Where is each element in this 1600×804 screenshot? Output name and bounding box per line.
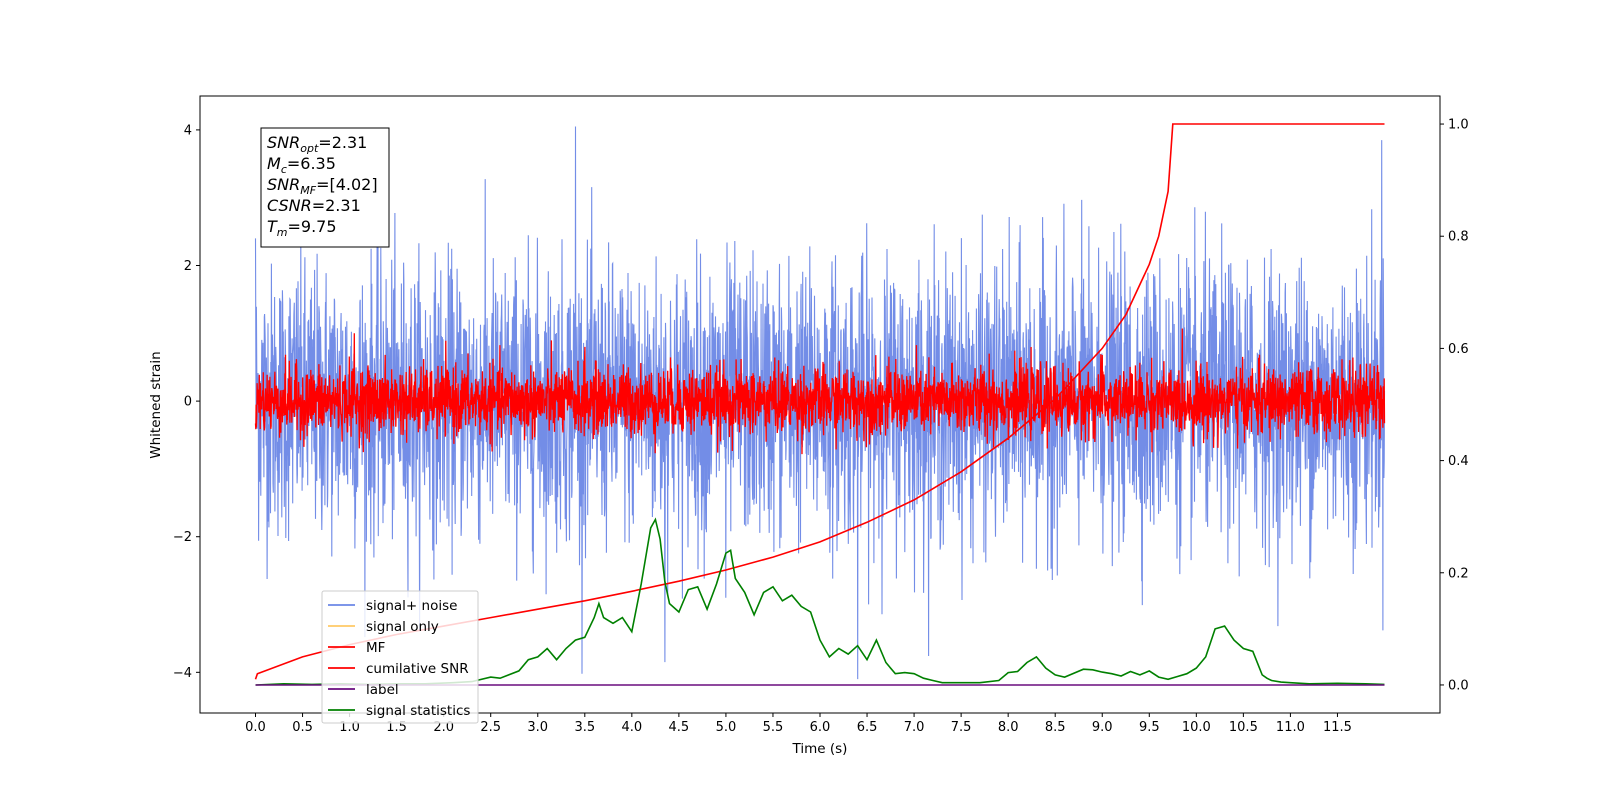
legend-frame [321, 590, 479, 724]
x-tick-label: 2.0 [433, 720, 454, 735]
y2-tick-label: 0.2 [1448, 566, 1469, 581]
y-tick-label: 0 [184, 395, 192, 410]
legend: signal+ noise signal only MF cumilative SNR… [321, 590, 479, 724]
y2-tick-label: 1.0 [1448, 118, 1469, 133]
legend-entry-label: cumilative SNR [366, 661, 469, 677]
info-line: Mc=6.35 [267, 154, 336, 176]
y-tick-label: 2 [184, 259, 192, 274]
legend-entry-label: MF [366, 640, 385, 656]
y-tick-label: 4 [184, 123, 192, 138]
legend-entry-label: signal+ noise [366, 598, 457, 614]
series-signal-statistics [255, 517, 1385, 686]
y2-tick-label: 0.8 [1448, 230, 1469, 245]
x-tick-label: 4.0 [621, 720, 642, 735]
legend-entry-label: signal statistics [366, 703, 470, 719]
x-tick-label: 11.5 [1323, 720, 1352, 735]
y-axis-label: Whitened strain [148, 351, 164, 458]
legend-entry-label: signal only [366, 619, 439, 635]
info-line: CSNR=2.31 [267, 196, 361, 215]
x-tick-label: 0.0 [245, 720, 266, 735]
y-tick-label: −2 [173, 530, 192, 545]
x-tick-label: 3.5 [574, 720, 595, 735]
x-tick-label: 3.0 [527, 720, 548, 735]
y2-tick-label: 0.0 [1448, 678, 1469, 693]
x-tick-label: 2.5 [480, 720, 501, 735]
x-tick-label: 0.5 [292, 720, 313, 735]
y2-tick-label: 0.6 [1448, 342, 1469, 357]
x-tick-label: 4.5 [669, 720, 690, 735]
x-tick-label: 6.5 [857, 720, 878, 735]
x-tick-label: 8.5 [1045, 720, 1066, 735]
x-axis: 0.0 0.5 1.0 1.5 2.0 2.5 3.0 3.5 4.0 4.5 5.0 5.5 6.0 6… [245, 713, 1352, 735]
y-axis-left: −4 −2 0 2 4 [173, 123, 200, 681]
info-line: Tm=9.75 [267, 217, 337, 239]
x-tick-label: 6.0 [810, 720, 831, 735]
x-tick-label: 1.5 [386, 720, 407, 735]
info-box-frame [260, 127, 390, 248]
x-tick-label: 9.5 [1139, 720, 1160, 735]
y-tick-label: −4 [173, 666, 192, 681]
y-axis-right: 0.0 0.2 0.4 0.6 0.8 1.0 [1440, 118, 1469, 693]
series-mf [254, 328, 1386, 455]
x-tick-label: 5.0 [716, 720, 737, 735]
x-tick-label: 7.5 [951, 720, 972, 735]
legend-entry-label: label [366, 682, 399, 698]
x-tick-label: 11.0 [1276, 720, 1305, 735]
x-tick-label: 1.0 [339, 720, 360, 735]
y2-tick-label: 0.4 [1448, 454, 1469, 469]
x-tick-label: 10.0 [1182, 720, 1211, 735]
x-axis-label: Time (s) [792, 741, 848, 757]
x-tick-label: 5.5 [763, 720, 784, 735]
x-tick-label: 7.0 [904, 720, 925, 735]
info-line: SNRopt=2.31 [267, 133, 367, 155]
x-tick-label: 9.0 [1092, 720, 1113, 735]
info-line: SNRMF=[4.02] [267, 175, 378, 197]
x-tick-label: 8.0 [998, 720, 1019, 735]
x-tick-label: 10.5 [1229, 720, 1258, 735]
